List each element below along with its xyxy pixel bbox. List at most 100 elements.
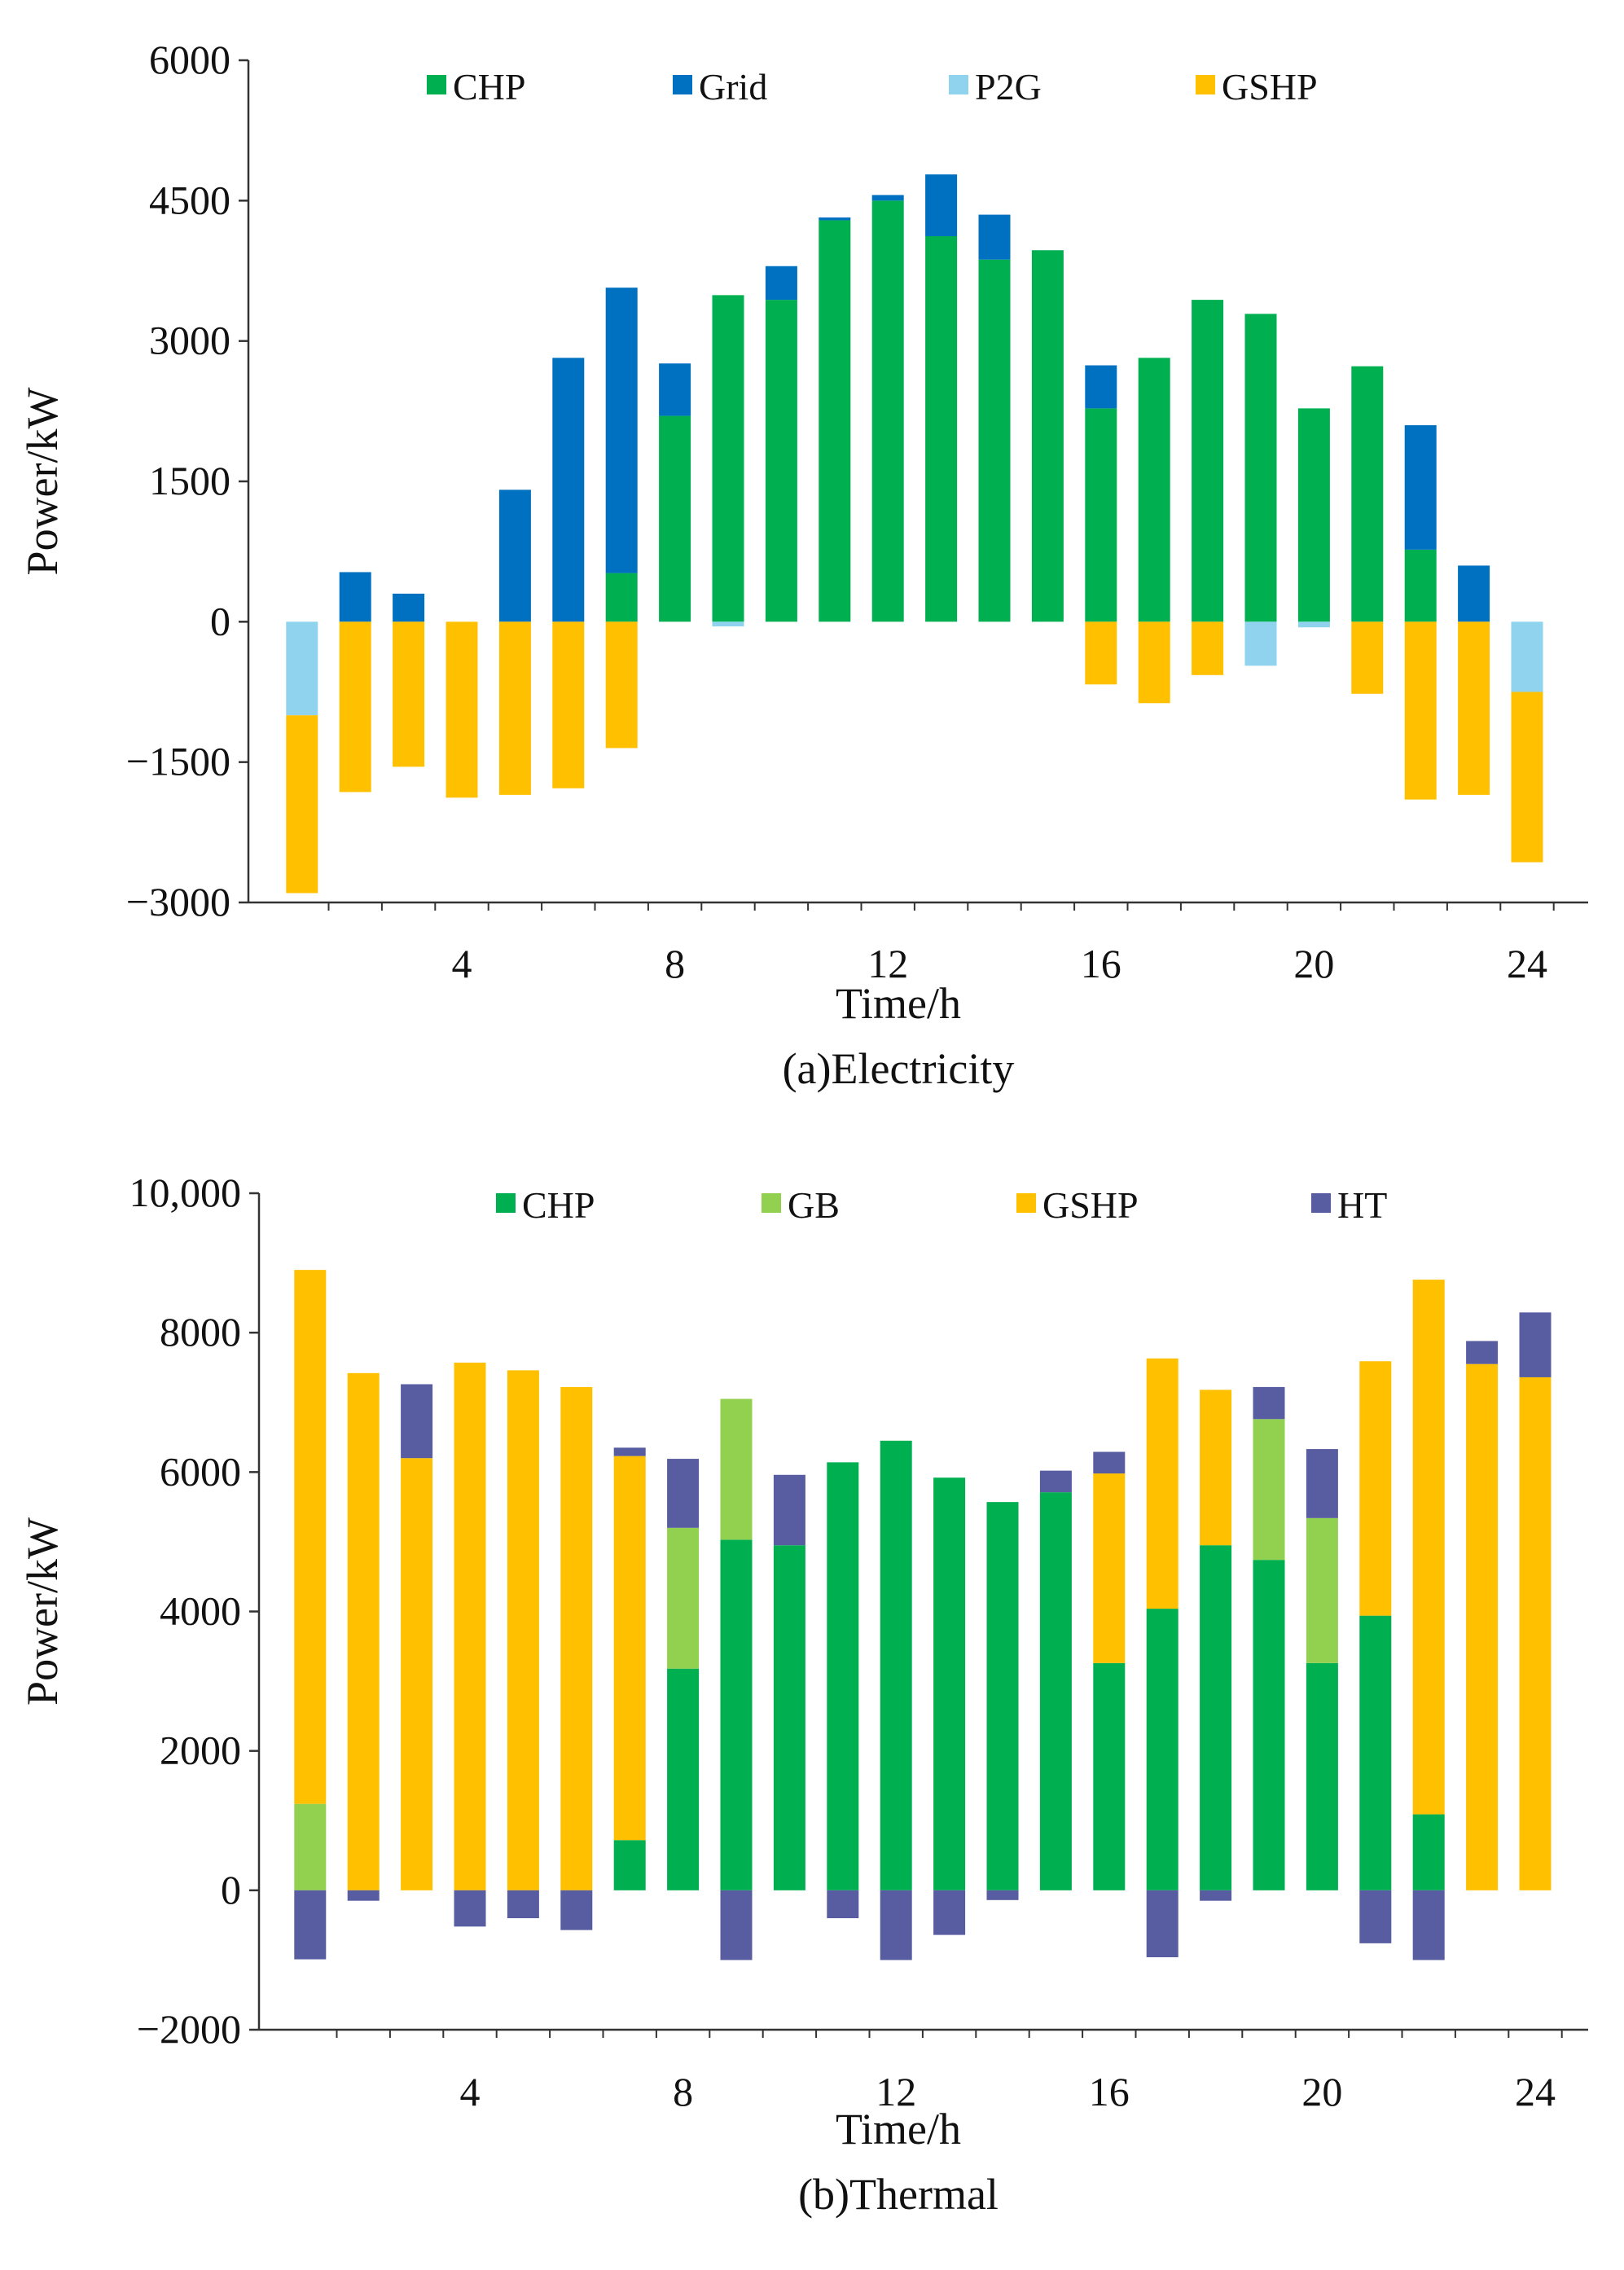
bar-ht-h20 [1306,1449,1338,1518]
bar-gshp-h4 [446,621,478,798]
legend-label: HT [1337,1184,1387,1226]
y-tick-label: 1500 [149,458,230,503]
bar-gshp-h21 [1359,1361,1392,1616]
y-tick-label: 2000 [160,1728,241,1773]
legend-swatch [1311,1193,1331,1213]
bar-gshp-h22 [1412,1280,1445,1815]
bar-chp-h8 [667,1668,700,1890]
bar-chp-h9 [720,1539,753,1890]
bar-grid-h23 [1458,565,1490,622]
bar-gshp-h2 [347,1372,380,1890]
bar-chp-h13 [925,235,958,622]
legend-label: GB [788,1184,840,1226]
panel-caption: (a)Electricity [783,1044,1015,1093]
bar-chp-h13 [933,1477,966,1890]
y-tick-label: 4500 [149,177,230,222]
bar-p2g-h24 [1511,621,1543,692]
legend-swatch [762,1193,781,1213]
bar-grid-h13 [925,174,958,236]
legend-label: CHP [453,66,525,108]
bar-grid-h14 [978,214,1011,260]
bar-chp-h8 [659,415,691,622]
bar-gb-h8 [667,1527,700,1669]
bar-chp-h17 [1138,358,1170,622]
legend-label: CHP [522,1184,595,1226]
bar-gb-h19 [1253,1419,1285,1561]
bar-chp-h15 [1039,1492,1072,1890]
bar-chp-h12 [880,1440,912,1890]
x-tick-label: 20 [1301,2069,1342,2114]
bar-chp-h20 [1297,408,1330,622]
bar-grid-h10 [765,266,797,301]
bar-ht-h11 [827,1890,859,1919]
legend-label: P2G [975,66,1042,108]
bar-chp-h14 [986,1502,1019,1890]
x-axis-label: Time/h [836,979,961,1028]
bar-gshp-h18 [1192,621,1224,675]
legend-item-chp: CHP [427,66,525,108]
bar-gshp-h7 [613,1456,646,1841]
legend-swatch [949,75,968,94]
bar-ht-h5 [507,1890,539,1919]
bar-gb-h1 [294,1803,327,1890]
bar-ht-h23 [1466,1341,1499,1364]
bar-gshp-h24 [1519,1376,1552,1890]
bar-gshp-h5 [507,1370,539,1890]
bar-ht-h14 [986,1890,1019,1900]
legend-swatch [496,1193,516,1213]
bar-p2g-h9 [712,621,744,627]
bar-gshp-h3 [393,621,425,767]
y-tick-label: 6000 [149,37,230,82]
bar-grid-h16 [1085,365,1117,409]
x-tick-label: 8 [673,2069,693,2114]
legend-item-gshp: GSHP [1016,1184,1139,1226]
bar-ht-h13 [933,1890,966,1935]
bar-gshp-h17 [1138,621,1170,704]
bar-ht-h16 [1093,1451,1126,1474]
bar-ht-h9 [720,1890,753,1960]
bar-gshp-h21 [1351,621,1384,694]
legend-item-ht: HT [1311,1184,1387,1226]
bar-gshp-h3 [401,1458,433,1890]
bar-ht-h18 [1200,1890,1232,1901]
chart-panel-electricity: 6000 4500 3000 1500 0 −1500 −3000 4 8 12 16 20 24 Tim… [18,37,1588,1093]
bar-chp-h22 [1412,1814,1445,1890]
x-tick-label: 24 [1507,941,1547,986]
legend-item-p2g: P2G [949,66,1042,108]
y-axis-label: Power/kW [18,387,67,575]
bar-chp-h17 [1146,1609,1178,1890]
bar-ht-h21 [1359,1890,1392,1943]
bar-chp-h16 [1085,408,1117,622]
y-tick-label: −1500 [126,739,230,784]
bar-ht-h1 [294,1890,327,1960]
bar-ht-h4 [454,1890,486,1927]
bar-ht-h6 [560,1890,593,1930]
bar-chp-h20 [1306,1662,1338,1890]
legend-label: Grid [699,66,767,108]
bar-gshp-h23 [1466,1363,1499,1890]
bar-ht-h10 [773,1474,805,1546]
panel-caption: (b)Thermal [798,2170,999,2219]
bar-ht-h15 [1039,1470,1072,1493]
legend-item-gb: GB [762,1184,840,1226]
bar-ht-h8 [667,1459,700,1528]
bar-chp-h12 [871,200,904,622]
x-tick-label: 16 [1081,941,1121,986]
bar-grid-h6 [552,358,585,622]
bar-chp-h19 [1253,1560,1285,1890]
x-tick-label: 24 [1515,2069,1556,2114]
y-tick-label: 0 [210,598,230,643]
bar-chp-h15 [1031,250,1064,622]
bar-grid-h11 [819,217,851,221]
legend-label: GSHP [1042,1184,1139,1226]
bar-chp-h19 [1244,314,1277,622]
x-tick-label: 20 [1293,941,1334,986]
bar-gshp-h1 [286,715,318,894]
legend-label: GSHP [1222,66,1318,108]
bar-gb-h20 [1306,1517,1338,1663]
bar-gshp-h7 [605,621,638,749]
bar-chp-h11 [827,1462,859,1890]
bar-gshp-h24 [1511,692,1543,863]
bar-gshp-h6 [552,621,585,788]
